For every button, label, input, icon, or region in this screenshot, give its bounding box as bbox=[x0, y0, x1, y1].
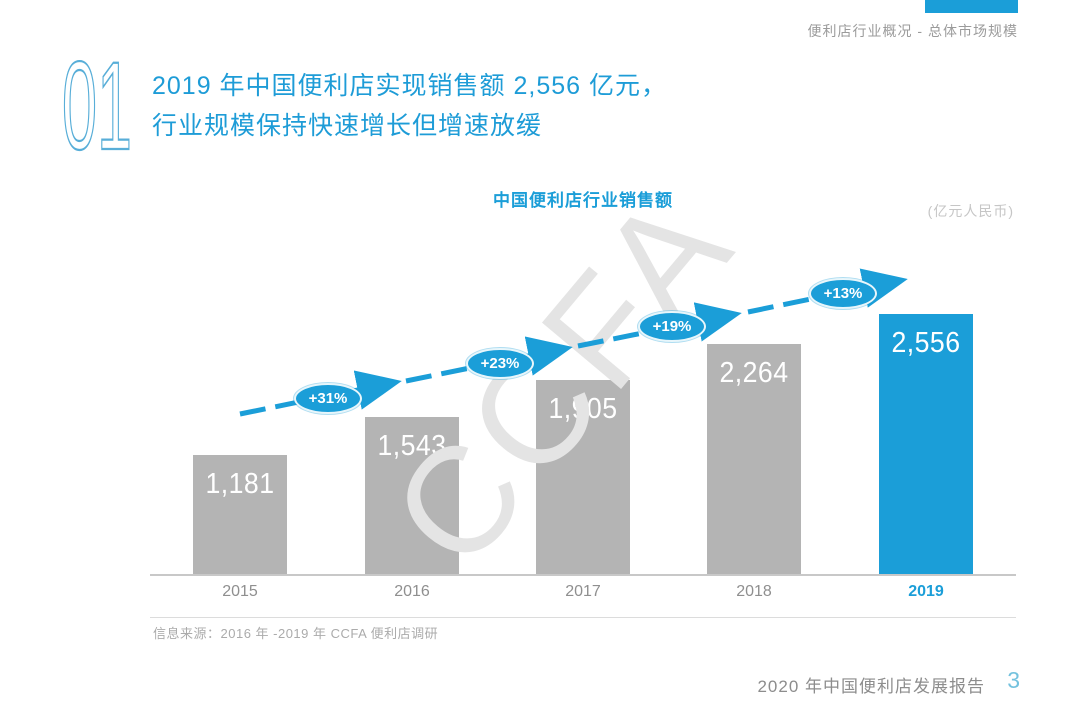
axis-label-2018: 2018 bbox=[736, 583, 772, 600]
bar-value-2016: 1,543 bbox=[377, 430, 447, 462]
bar-2015: 1,181 bbox=[193, 455, 287, 575]
bar-value-2017: 1,905 bbox=[548, 393, 618, 425]
growth-badge-2017: +23% bbox=[466, 348, 534, 379]
chart-title: 中国便利店行业销售额 bbox=[493, 191, 673, 210]
growth-badge-2019: +13% bbox=[809, 278, 877, 309]
bar-2018: 2,264 bbox=[707, 344, 801, 575]
bar-2016: 1,543 bbox=[365, 417, 459, 575]
bar-value-2018: 2,264 bbox=[719, 357, 789, 389]
breadcrumb: 便利店行业概况 - 总体市场规模 bbox=[807, 23, 1018, 39]
top-accent-bar bbox=[925, 0, 1018, 13]
axis-label-2015: 2015 bbox=[222, 583, 258, 600]
bar-2017: 1,905 bbox=[536, 380, 630, 575]
chart-unit-label: (亿元人民币) bbox=[927, 203, 1014, 219]
growth-badge-2018: +19% bbox=[638, 311, 706, 342]
slide-heading: 2019 年中国便利店实现销售额 2,556 亿元， 行业规模保持快速增长但增速… bbox=[152, 66, 667, 146]
bar-2019-highlight: 2,556 bbox=[879, 314, 973, 575]
source-divider-line bbox=[150, 617, 1016, 618]
source-note: 信息来源：2016 年 -2019 年 CCFA 便利店调研 bbox=[153, 626, 439, 641]
axis-label-2017: 2017 bbox=[565, 583, 601, 600]
section-number-text: 01 bbox=[62, 50, 132, 156]
x-axis-line bbox=[150, 574, 1016, 576]
heading-line-2: 行业规模保持快速增长但增速放缓 bbox=[152, 112, 543, 140]
section-number: 01 bbox=[61, 50, 133, 156]
bar-value-2015: 1,181 bbox=[205, 468, 275, 500]
heading-line-1: 2019 年中国便利店实现销售额 2,556 亿元， bbox=[152, 72, 668, 100]
axis-label-2019: 2019 bbox=[908, 583, 944, 600]
page-number: 3 bbox=[1007, 667, 1020, 693]
bar-value-2019: 2,556 bbox=[891, 327, 961, 359]
axis-label-2016: 2016 bbox=[394, 583, 430, 600]
growth-badge-2016: +31% bbox=[294, 383, 362, 414]
footer-report-title: 2020 年中国便利店发展报告 bbox=[757, 677, 985, 696]
